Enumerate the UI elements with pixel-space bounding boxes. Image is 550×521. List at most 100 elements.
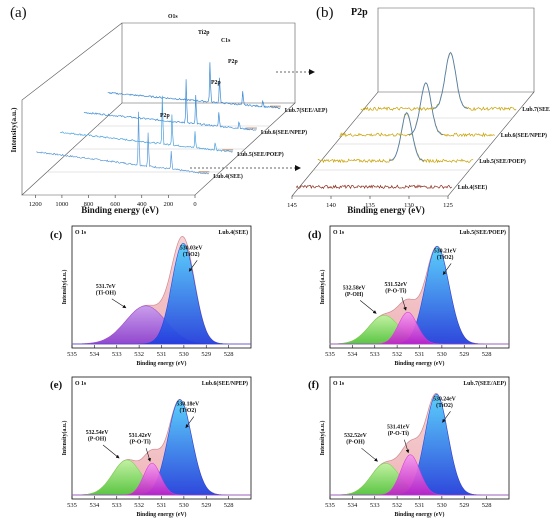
panel-f-annotation-species: (TiO2) bbox=[436, 402, 453, 409]
panel-a-x-tick-label: 200 bbox=[164, 201, 174, 208]
panel-c-annotation-species: (TiO2) bbox=[183, 251, 200, 258]
panel-e-x-tick-label: 531 bbox=[157, 502, 167, 509]
panel-e-annotation-arrow bbox=[102, 444, 120, 459]
panel-d-title: O 1s bbox=[333, 230, 345, 236]
panel-d-annotation-energy: 530.21eV bbox=[434, 248, 458, 254]
panel-f-annotation-energy: 532.52eV bbox=[344, 433, 368, 439]
panel-b-series-label: Lub.7(SEE/AEP) bbox=[522, 106, 550, 113]
panel-f-x-tick-label: 531 bbox=[415, 502, 425, 509]
panel-c-annotation-species: (Ti-OH) bbox=[96, 289, 116, 296]
panel-b-title: P2p bbox=[351, 7, 368, 18]
panel-e-annotation-energy: 531.42eV bbox=[129, 433, 153, 439]
panel-e-annotation-species: (TiO2) bbox=[180, 407, 197, 414]
panel-c-x-tick-label: 532 bbox=[134, 351, 144, 358]
panel-e-x-label: Binding energy (eV) bbox=[137, 511, 187, 518]
panel-d-x-tick-label: 533 bbox=[370, 351, 380, 358]
panel-b-axes-frame bbox=[291, 7, 535, 197]
panel-b-x-tick-label: 145 bbox=[287, 202, 297, 209]
panel-a-series-labels: Lub.4(SEE) Lub.5(SEE/POEP) Lub.6(SEE/NPEP)… bbox=[213, 107, 327, 180]
panel-b-p2p-spectra: P2p Binding energy (eV) 145 140 135 130 125 … bbox=[287, 7, 550, 215]
panel-c-x-tick-label: 528 bbox=[224, 351, 234, 358]
panel-a-axes-frame bbox=[21, 22, 296, 196]
panel-a-x-tick-label: 400 bbox=[137, 201, 147, 208]
panel-a-series-label: Lub.4(SEE) bbox=[213, 173, 243, 180]
panel-a-trace bbox=[107, 62, 281, 110]
panel-f-annotation-arrow bbox=[442, 411, 451, 423]
panel-label-a: (a) bbox=[10, 5, 27, 21]
panel-e-annotation-arrow bbox=[185, 416, 195, 429]
panel-b-series-label: Lub.5(SEE/POEP) bbox=[479, 158, 526, 165]
panel-b-trace-peak-highlight bbox=[389, 112, 424, 161]
panel-a-trace bbox=[60, 95, 233, 153]
panel-d-component-p-o-ti bbox=[330, 311, 509, 345]
panel-b-trace-peak-highlight bbox=[408, 82, 444, 135]
panel-e-annotation-species: (P-OH) bbox=[88, 436, 106, 443]
panel-f-x-tick-label: 529 bbox=[459, 502, 469, 509]
panel-b-x-ticks: 145 140 135 130 125 bbox=[287, 196, 453, 209]
panel-f-component-p-o-ti bbox=[330, 454, 509, 496]
panel-c-x-tick-label: 531 bbox=[157, 351, 167, 358]
panel-d-y-label: Intensity(a.u.) bbox=[319, 270, 326, 305]
panel-e-x-tick-label: 529 bbox=[201, 502, 211, 509]
panel-c-component-ti-o-ti bbox=[72, 242, 251, 345]
panel-a-peak-label-ti2p: Ti2p bbox=[198, 30, 210, 36]
panel-d-x-tick-label: 532 bbox=[392, 351, 402, 358]
panel-d-annotation-arrow bbox=[401, 297, 407, 311]
panel-f-annotation-arrow bbox=[404, 439, 410, 454]
panel-a-back-wall bbox=[121, 22, 296, 103]
panel-f-x-tick-label: 533 bbox=[370, 502, 380, 509]
panel-a-side-wall bbox=[21, 22, 123, 195]
panel-e-o1s: (e) O 1s Lub.6(SEE/NPEP) Intensity(a.u.) Bin… bbox=[50, 376, 252, 518]
panel-b-back-wall bbox=[377, 7, 535, 92]
panel-d-annotation-species: (TiO2) bbox=[437, 254, 454, 261]
panel-b-trace bbox=[295, 184, 452, 190]
panel-e-component-p-o-ti bbox=[72, 462, 251, 496]
panel-b-series-label: Lub.6(SEE/NPEP) bbox=[501, 132, 547, 139]
panel-e-annotation-energy: 532.54eV bbox=[86, 430, 110, 436]
panel-b-series-label: Lub.4(SEE) bbox=[458, 184, 488, 191]
panel-d-x-tick-label: 534 bbox=[348, 351, 359, 358]
panel-f-x-tick-label: 534 bbox=[348, 502, 359, 509]
panel-b-x-tick-label: 130 bbox=[404, 202, 414, 209]
panel-b-x-tick-label: 135 bbox=[365, 202, 375, 209]
panel-d-o1s: (d) O 1s Lub.5(SEE/POEP) Intensity(a.u.) Bin… bbox=[308, 225, 510, 367]
panel-a-series-label: Lub.7(SEE/AEP) bbox=[285, 107, 328, 114]
panel-f-title: O 1s bbox=[333, 381, 345, 387]
panel-label-c: (c) bbox=[50, 229, 63, 241]
panel-d-x-tick-label: 531 bbox=[415, 351, 425, 358]
panel-f-annotation-species: (P-OH) bbox=[346, 439, 364, 446]
panel-d-x-tick-label: 529 bbox=[459, 351, 469, 358]
panel-e-x-tick-label: 534 bbox=[90, 502, 101, 509]
panel-f-x-tick-label: 528 bbox=[482, 502, 492, 509]
panel-f-x-label: Binding energy (eV) bbox=[395, 511, 445, 518]
panel-b-trace-peak-highlight bbox=[433, 52, 468, 109]
panel-b-x-label: Binding energy (eV) bbox=[347, 205, 425, 215]
panel-b-traces bbox=[295, 51, 517, 190]
panel-e-annotation-species: (P-O-Ti) bbox=[130, 439, 151, 446]
panel-d-x-label: Binding energy (eV) bbox=[395, 360, 445, 367]
panel-a-peak-label-p2p: P2p bbox=[211, 80, 221, 86]
panel-c-annotation-arrow bbox=[111, 298, 127, 309]
panel-c-y-label: Intensity(a.u.) bbox=[61, 270, 68, 305]
panel-a-series-label: Lub.5(SEE/POEP) bbox=[237, 151, 284, 158]
panel-f-x-tick-label: 530 bbox=[437, 502, 447, 509]
panel-d-x-tick-label: 530 bbox=[437, 351, 447, 358]
panel-d-x-tick-label: 528 bbox=[482, 351, 492, 358]
panel-f-legend: Lub.7(SEE/AEP) bbox=[463, 380, 506, 387]
panel-a-peak-label-p2p: P2p bbox=[160, 113, 170, 119]
panel-c-legend: Lub.4(SEE) bbox=[219, 229, 249, 236]
panel-e-x-tick-label: 530 bbox=[179, 502, 189, 509]
panel-a-peak-label-c1s: C1s bbox=[221, 38, 231, 44]
panel-a-x-tick-label: 0 bbox=[193, 201, 196, 208]
panel-c-title: O 1s bbox=[75, 230, 87, 236]
panel-a-x-tick-label: 1000 bbox=[55, 201, 68, 208]
panel-e-annotation-arrow bbox=[145, 448, 151, 462]
panel-b-trace bbox=[360, 51, 517, 112]
panel-label-b: (b) bbox=[316, 5, 334, 21]
panel-e-legend: Lub.6(SEE/NPEP) bbox=[202, 380, 248, 387]
panel-a-series-label: Lub.6(SEE/NPEP) bbox=[261, 129, 307, 136]
panel-a-x-tick-label: 800 bbox=[84, 201, 94, 208]
panel-c-annotation-energy: 530.03eV bbox=[180, 245, 204, 251]
panel-f-o1s: (f) O 1s Lub.7(SEE/AEP) Intensity(a.u.) Bind… bbox=[308, 376, 510, 518]
